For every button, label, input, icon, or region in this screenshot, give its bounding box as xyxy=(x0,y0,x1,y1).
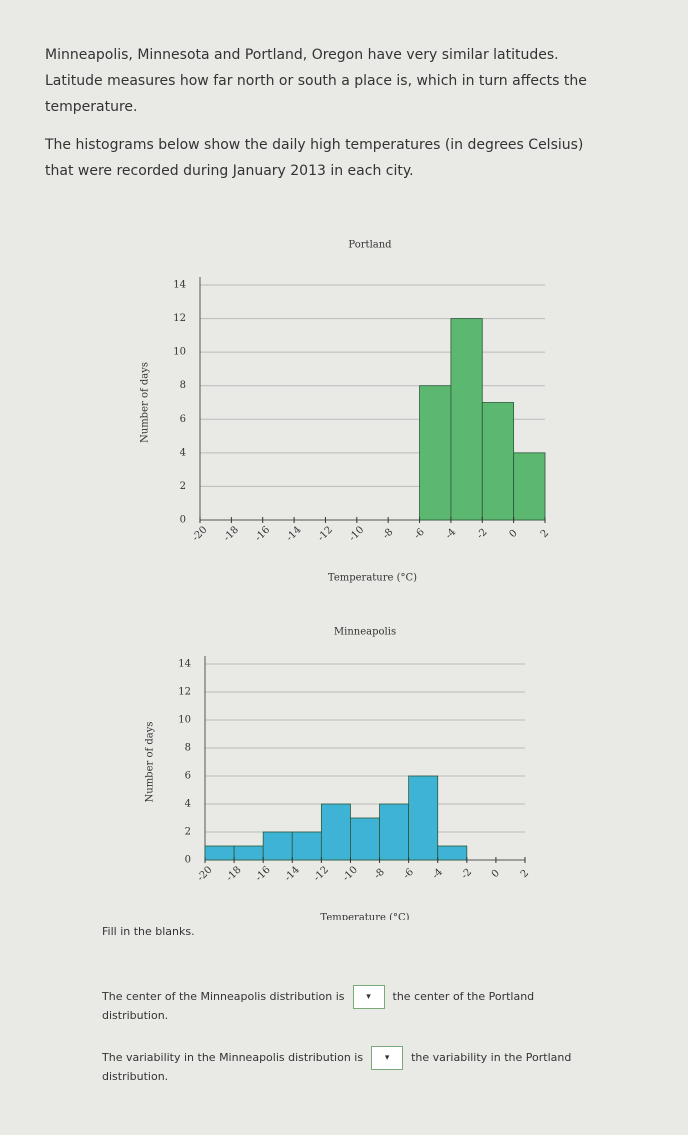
x-tick-label: -2 xyxy=(475,527,490,542)
y-tick-label: 2 xyxy=(185,827,191,838)
y-axis-label: Number of days xyxy=(140,362,151,443)
dropdown[interactable]: ▾ xyxy=(352,985,385,1009)
y-tick-label: 6 xyxy=(180,414,186,425)
bar xyxy=(291,831,322,861)
y-tick-label: 12 xyxy=(178,687,191,698)
y-tick-label: 0 xyxy=(180,515,186,526)
intro-text: The histograms below show the daily high… xyxy=(45,137,584,179)
y-tick-label: 10 xyxy=(178,715,191,726)
x-tick-label: -20 xyxy=(195,864,214,883)
bar xyxy=(450,318,483,521)
y-tick-label: 8 xyxy=(180,380,186,391)
question-text: the variability in the Portland distribu… xyxy=(102,1051,572,1083)
question-text: The center of the Minneapolis distributi… xyxy=(102,990,345,1003)
y-tick-label: 12 xyxy=(173,313,186,324)
x-tick-label: -14 xyxy=(285,524,304,543)
x-tick-label: -16 xyxy=(254,864,273,883)
x-tick-label: 2 xyxy=(539,528,551,540)
x-tick-label: -4 xyxy=(444,527,459,542)
dropdown[interactable]: ▾ xyxy=(371,1046,404,1070)
x-tick-label: -2 xyxy=(459,867,474,882)
question-text: The variability in the Minneapolis distr… xyxy=(102,1051,364,1064)
x-tick-label: 0 xyxy=(507,528,519,540)
y-tick-label: 14 xyxy=(173,280,186,291)
y-tick-label: 4 xyxy=(180,447,186,458)
x-tick-label: -6 xyxy=(412,527,427,542)
bar xyxy=(204,845,235,861)
x-tick-label: -10 xyxy=(347,524,366,543)
bar xyxy=(233,845,264,861)
bar xyxy=(320,803,351,861)
bar xyxy=(513,452,546,521)
y-tick-label: 14 xyxy=(178,659,191,670)
y-tick-label: 2 xyxy=(180,481,186,492)
y-tick-label: 6 xyxy=(185,771,191,782)
x-tick-label: -14 xyxy=(283,864,302,883)
bar xyxy=(437,845,468,861)
intro-text: Minneapolis, Minnesota and Portland, Ore… xyxy=(45,47,587,115)
y-tick-label: 8 xyxy=(185,743,191,754)
question: The center of the Minneapolis distributi… xyxy=(102,985,582,1022)
x-tick-label: -18 xyxy=(225,864,244,883)
x-axis-label: Temperature (°C) xyxy=(320,913,409,921)
question: The variability in the Minneapolis distr… xyxy=(102,1046,582,1083)
y-tick-label: 10 xyxy=(173,347,186,358)
x-tick-label: -8 xyxy=(372,867,387,882)
instructions: Fill in the blanks. xyxy=(102,925,195,938)
bar xyxy=(419,385,452,521)
x-tick-label: -6 xyxy=(401,867,416,882)
x-tick-label: 0 xyxy=(490,868,502,880)
chart-title: Portland xyxy=(348,240,392,251)
x-tick-label: -12 xyxy=(316,524,335,543)
x-tick-label: -10 xyxy=(341,864,360,883)
question-text: the center of the Portland distribution. xyxy=(102,990,535,1022)
x-tick-label: -8 xyxy=(381,527,396,542)
x-tick-label: -16 xyxy=(253,524,272,543)
x-tick-label: -20 xyxy=(190,524,209,543)
x-tick-label: -12 xyxy=(312,864,331,883)
x-tick-label: -4 xyxy=(430,867,445,882)
y-tick-label: 0 xyxy=(185,855,191,866)
bar xyxy=(262,831,293,861)
x-tick-label: 2 xyxy=(519,868,531,880)
y-axis-label: Number of days xyxy=(145,722,156,803)
x-tick-label: -18 xyxy=(222,524,241,543)
bar xyxy=(408,775,439,861)
x-axis-label: Temperature (°C) xyxy=(328,573,417,584)
bar xyxy=(481,402,515,521)
bar xyxy=(350,817,380,861)
y-tick-label: 4 xyxy=(185,799,191,810)
bar xyxy=(379,803,410,861)
chart-title: Minneapolis xyxy=(334,627,396,638)
